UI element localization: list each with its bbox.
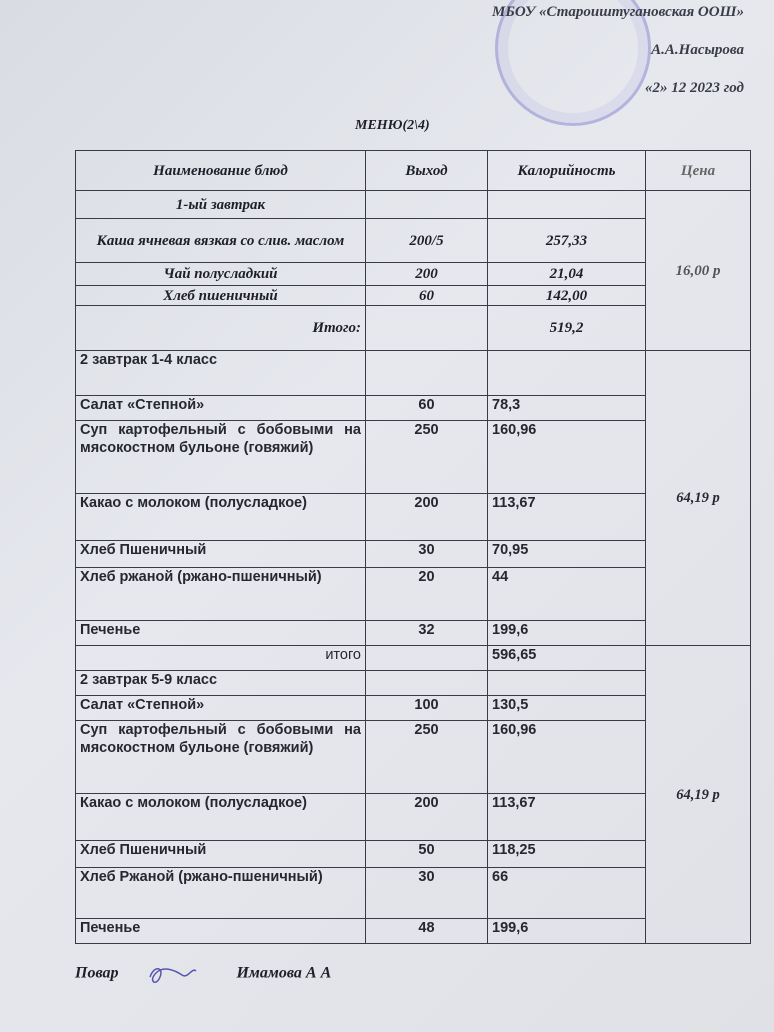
- table-cell: [487, 190, 646, 219]
- table-cell: 20: [365, 567, 488, 621]
- section-label: 2 завтрак 5-9 класс: [75, 670, 366, 696]
- table-cell: 78,3: [487, 395, 646, 421]
- table-cell: Салат «Степной»: [75, 395, 366, 421]
- menu-table: Наименование блюд Выход Калорийность Цена 1…: [75, 150, 751, 944]
- table-cell: [365, 670, 488, 696]
- table-cell: 250: [365, 420, 488, 494]
- table-cell: 30: [365, 540, 488, 568]
- table-cell: 30: [365, 867, 488, 919]
- table-cell: Чай полусладкий: [75, 262, 366, 286]
- approval-director: А.А.Насырова: [651, 42, 744, 58]
- table-row: Хлеб Ржаной (ржано-пшеничный) 30 66: [75, 867, 751, 919]
- table-row: Суп картофельный с бобовыми на мясокостн…: [75, 420, 751, 494]
- table-cell: 199,6: [487, 620, 646, 646]
- col-header: Цена: [645, 150, 751, 191]
- price: 64,19 р: [645, 645, 751, 944]
- table-cell: Хлеб пшеничный: [75, 285, 366, 306]
- table-cell: 66: [487, 867, 646, 919]
- table-cell: 519,2: [487, 305, 646, 351]
- table-cell: [487, 670, 646, 696]
- table-cell: 200: [365, 793, 488, 841]
- cook-role: Повар: [75, 964, 119, 982]
- table-cell: 160,96: [487, 420, 646, 494]
- table-cell: Салат «Степной»: [75, 695, 366, 721]
- table-row: Суп картофельный с бобовыми на мясокостн…: [75, 720, 751, 794]
- approval-org: МБОУ «Староиштугановская ООШ»: [492, 4, 744, 20]
- table-cell: 200: [365, 493, 488, 541]
- table-cell: 200: [365, 262, 488, 286]
- table-cell: 118,25: [487, 840, 646, 868]
- table-cell: [365, 350, 488, 396]
- table-cell: 113,67: [487, 493, 646, 541]
- col-header: Выход: [365, 150, 488, 191]
- col-header: Наименование блюд: [75, 150, 366, 191]
- table-row: Какао с молоком (полусладкое) 200 113,67: [75, 793, 751, 841]
- table-cell: [365, 305, 488, 351]
- price: 64,19 р: [645, 350, 751, 646]
- table-cell: Каша ячневая вязкая со слив. маслом: [75, 218, 366, 263]
- table-cell: [365, 190, 488, 219]
- table-row: Печенье 48 199,6: [75, 918, 751, 944]
- table-cell: 60: [365, 395, 488, 421]
- cook-name: Имамова А А: [236, 964, 332, 982]
- price: 16,00 р: [645, 190, 751, 351]
- table-cell: Суп картофельный с бобовыми на мясокостн…: [75, 420, 366, 494]
- table-row: Хлеб Пшеничный 30 70,95: [75, 540, 751, 568]
- table-cell: Печенье: [75, 620, 366, 646]
- table-cell: 21,04: [487, 262, 646, 286]
- section-label: 2 завтрак 1-4 класс: [75, 350, 366, 396]
- official-stamp: [495, 0, 651, 126]
- table-cell: Хлеб ржаной (ржано-пшеничный): [75, 567, 366, 621]
- table-cell: 200/5: [365, 218, 488, 263]
- table-cell: 142,00: [487, 285, 646, 306]
- table-cell: 160,96: [487, 720, 646, 794]
- table-cell: итого: [75, 645, 366, 671]
- signature-icon: [149, 968, 198, 983]
- approval-date: «2» 12 2023 год: [644, 80, 744, 96]
- table-cell: Итого:: [75, 305, 366, 351]
- table-cell: 100: [365, 695, 488, 721]
- table-cell: 130,5: [487, 695, 646, 721]
- table-cell: 113,67: [487, 793, 646, 841]
- table-row: Печенье 32 199,6: [75, 620, 751, 646]
- table-cell: 70,95: [487, 540, 646, 568]
- table-cell: Суп картофельный с бобовыми на мясокостн…: [75, 720, 366, 794]
- col-header: Калорийность: [487, 150, 646, 191]
- total-row: итого 596,65 64,19 р: [75, 645, 751, 944]
- table-row: Какао с молоком (полусладкое) 200 113,67: [75, 493, 751, 541]
- table-cell: 60: [365, 285, 488, 306]
- table-cell: [487, 350, 646, 396]
- table-cell: Какао с молоком (полусладкое): [75, 793, 366, 841]
- section-label: 1-ый завтрак: [75, 190, 366, 219]
- table-cell: 44: [487, 567, 646, 621]
- table-cell: 48: [365, 918, 488, 944]
- table-cell: 32: [365, 620, 488, 646]
- table-row: Чай полусладкий 200 21,04: [75, 262, 751, 286]
- table-cell: 250: [365, 720, 488, 794]
- table-cell: 257,33: [487, 218, 646, 263]
- table-cell: 199,6: [487, 918, 646, 944]
- table-cell: Печенье: [75, 918, 366, 944]
- page-title: МЕНЮ(2\4): [355, 118, 430, 133]
- table-cell: Хлеб Ржаной (ржано-пшеничный): [75, 867, 366, 919]
- table-cell: [365, 645, 488, 671]
- table-cell: Хлеб Пшеничный: [75, 840, 366, 868]
- table-cell: 50: [365, 840, 488, 868]
- table-cell: Какао с молоком (полусладкое): [75, 493, 366, 541]
- table-cell: Хлеб Пшеничный: [75, 540, 366, 568]
- table-cell: 596,65: [487, 645, 646, 671]
- total-row: Итого: 519,2: [75, 305, 751, 351]
- table-header: Наименование блюд Выход Калорийность Цена: [75, 150, 751, 191]
- table-row: Хлеб Пшеничный 50 118,25: [75, 840, 751, 868]
- footer: Повар Имамова А А: [75, 963, 331, 985]
